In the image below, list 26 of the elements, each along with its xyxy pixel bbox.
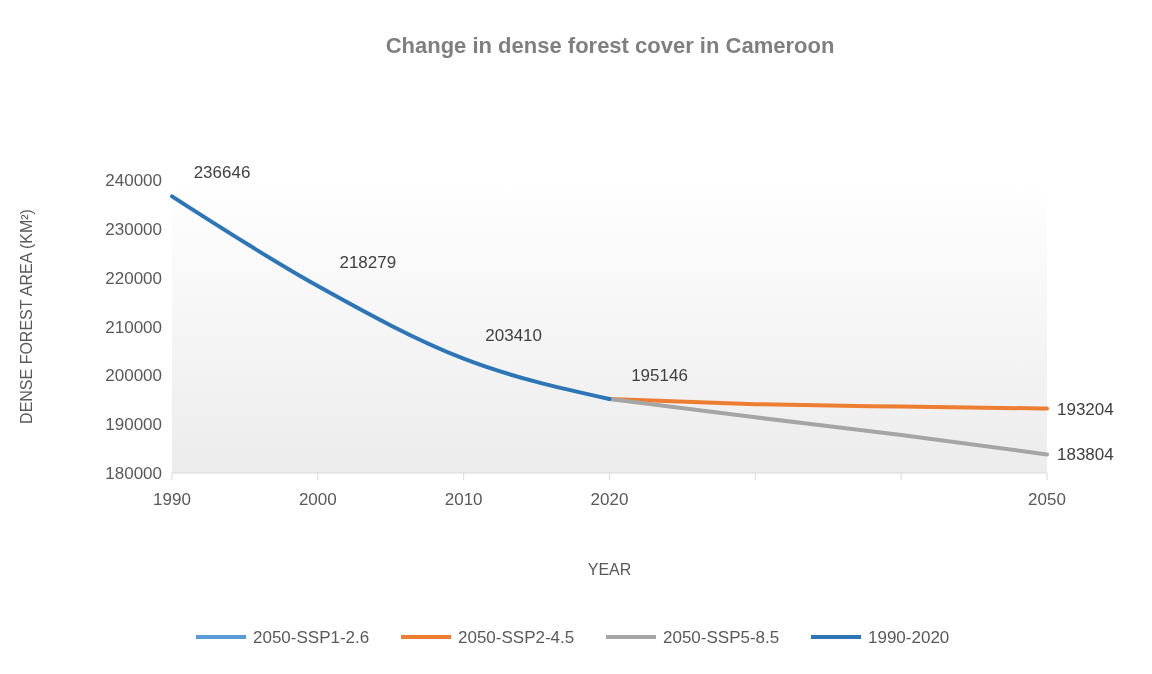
y-tick-label: 190000: [105, 415, 162, 435]
data-label: 203410: [485, 325, 543, 345]
data-label: 236646: [193, 163, 251, 183]
y-tick-label: 220000: [105, 268, 162, 288]
x-tick-label: 2000: [298, 490, 337, 509]
data-label: 218279: [339, 253, 397, 273]
legend-label: 2050-SSP2-4.5: [458, 628, 575, 647]
y-tick-label: 200000: [105, 366, 162, 386]
chart-title: Change in dense forest cover in Cameroon: [385, 33, 835, 58]
line-series: [170, 194, 612, 402]
data-label: 195146: [631, 366, 688, 386]
x-tick-label: 2020: [590, 490, 629, 509]
x-tick-label: 1990: [153, 490, 191, 509]
data-label: 193204: [1057, 399, 1114, 419]
legend-label: 1990-2020: [868, 628, 950, 647]
data-label: 183804: [1057, 445, 1114, 465]
y-tick-label: 230000: [105, 219, 162, 239]
x-tick-label: 2010: [444, 490, 483, 509]
legend-label: 2050-SSP5-8.5: [663, 628, 780, 647]
y-tick-label: 240000: [105, 171, 162, 190]
x-tick-label: 2050: [1028, 490, 1066, 509]
legend-label: 2050-SSP1-2.6: [253, 628, 370, 647]
y-tick-label: 210000: [105, 317, 162, 337]
y-axis-title: DENSE FOREST AREA (KM²): [18, 209, 35, 424]
y-tick-label: 180000: [105, 464, 162, 483]
x-axis-title: YEAR: [587, 561, 632, 578]
